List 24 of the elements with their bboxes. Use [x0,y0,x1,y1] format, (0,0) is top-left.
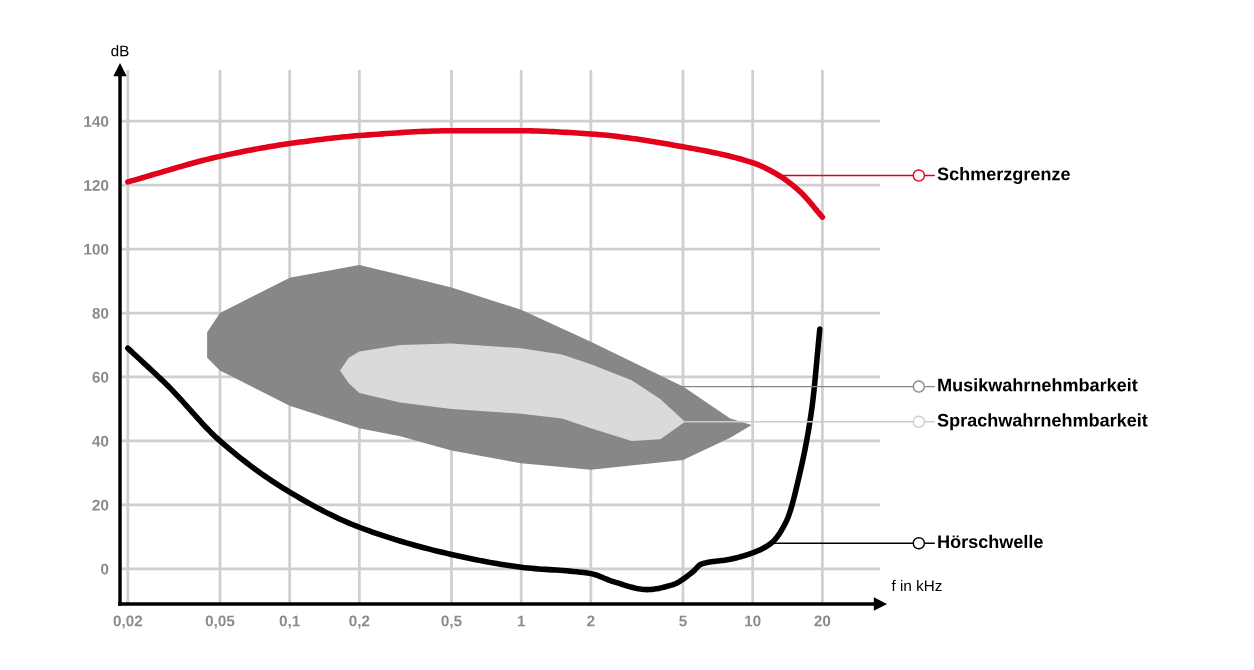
x-tick-label: 0,2 [349,615,370,629]
y-tick-label: 0 [101,563,109,575]
x-tick-label: 0,02 [113,615,143,629]
legend-label: Sprachwahrnehmbarkeit [937,413,1148,431]
x-tick-label: 2 [587,615,595,627]
legend-label: Hörschwelle [938,534,1043,549]
y-tick-label: 20 [92,499,109,511]
y-tick-label: 100 [84,243,109,255]
x-tick-label: 10 [745,615,761,627]
legend-label: Schmerzgrenze [937,167,1070,184]
y-tick-label: 40 [92,435,109,447]
x-tick-label: 0,5 [441,615,462,629]
y-tick-label: 140 [84,116,109,127]
y-tick-label: 60 [92,371,109,383]
x-tick-label: 0,1 [279,615,300,629]
legend-label: Musikwahrnehmbarkeit [938,378,1138,392]
x-tick-label: 0,05 [205,615,235,629]
x-tick-label: 1 [517,615,525,627]
x-tick-label: 20 [814,615,831,627]
y-tick-label: 120 [84,179,109,191]
x-tick-label: 5 [679,615,687,627]
x-axis-title: f in kHz [891,579,942,592]
y-tick-label: 80 [92,307,109,319]
y-axis-title: dB [111,45,129,57]
